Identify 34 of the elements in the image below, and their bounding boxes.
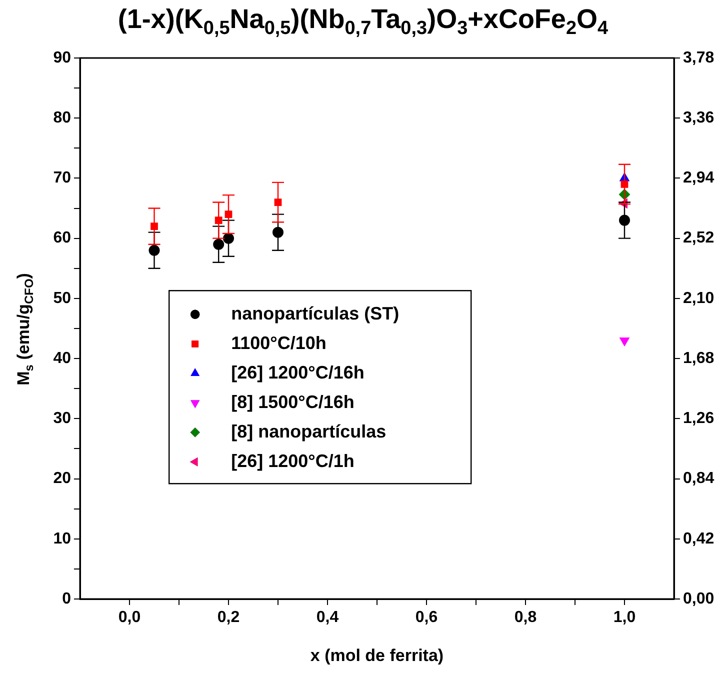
x-tick-label: 0,6 <box>415 609 438 626</box>
y-tick-label: 50 <box>53 290 72 307</box>
y2-tick-label: 3,36 <box>683 110 714 127</box>
y-tick-label: 80 <box>53 110 72 127</box>
y2-tick-label: 1,68 <box>683 350 714 367</box>
y-tick-label: 20 <box>53 470 72 488</box>
x-tick-label: 0,8 <box>514 609 537 626</box>
y2-tick-label: 0,00 <box>683 590 714 608</box>
y2-tick-label: 2,10 <box>683 290 714 307</box>
y-tick-label: 60 <box>53 230 72 247</box>
legend-label: [8] nanopartículas <box>231 421 386 442</box>
y2-tick-label: 2,52 <box>683 230 714 247</box>
y-tick-label: 30 <box>53 410 72 428</box>
y2-tick-label: 2,94 <box>683 170 714 187</box>
y2-tick-label: 0,84 <box>683 470 714 488</box>
chart-title: (1-x)(K$_{0,5}$Na$_{0,5}$)(Nb$_{0,7}$Ta$_{0,3}$)O$_{3}$+xCoFe$_{2}$O$_{4}$ <box>118 4 608 39</box>
y-tick-label: 0 <box>62 590 72 608</box>
y2-tick-label: 3,78 <box>683 49 714 66</box>
y-tick-label: 40 <box>53 350 72 367</box>
y2-tick-label: 0,42 <box>683 530 714 548</box>
x-tick-label: 1,0 <box>613 609 636 626</box>
x-tick-label: 0,0 <box>118 609 141 626</box>
y2-tick-label: 1,26 <box>683 410 714 428</box>
legend-label: [8] 1500°C/16h <box>231 392 354 412</box>
y-tick-label: 70 <box>53 170 72 187</box>
x-tick-label: 0,2 <box>217 609 240 626</box>
legend-label: nanopartículas (ST) <box>231 303 400 324</box>
legend-label: [26] 1200°C/1h <box>231 450 354 471</box>
legend-label: [26] 1200°C/16h <box>231 362 364 382</box>
x-tick-label: 0,4 <box>316 609 339 626</box>
y-tick-label: 10 <box>53 530 72 548</box>
legend-label: 1100°C/10h <box>231 332 326 353</box>
x-axis-title: x (mol de ferrita) <box>309 646 445 666</box>
y-tick-label: 90 <box>53 49 72 66</box>
